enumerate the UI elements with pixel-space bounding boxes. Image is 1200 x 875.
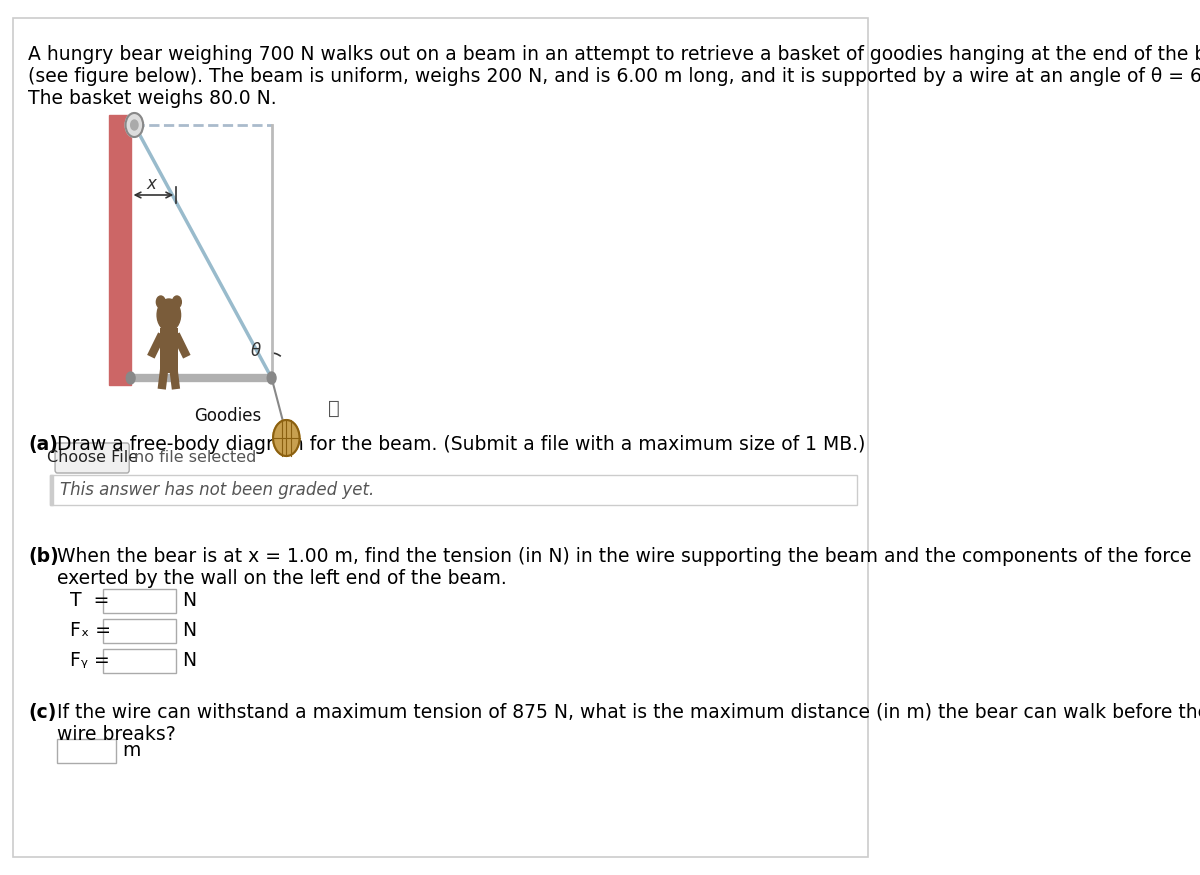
Bar (50, 475, 53, 505)
FancyBboxPatch shape (50, 475, 858, 505)
Circle shape (268, 372, 276, 384)
FancyBboxPatch shape (103, 619, 176, 643)
FancyBboxPatch shape (13, 18, 868, 857)
Circle shape (131, 120, 138, 130)
Text: (b): (b) (28, 547, 59, 566)
FancyBboxPatch shape (55, 443, 130, 473)
Text: This answer has not been graded yet.: This answer has not been graded yet. (60, 481, 374, 499)
Text: N: N (182, 592, 196, 611)
Text: If the wire can withstand a maximum tension of 875 N, what is the maximum distan: If the wire can withstand a maximum tens… (58, 703, 1200, 722)
Text: When the bear is at x = 1.00 m, find the tension (in N) in the wire supporting t: When the bear is at x = 1.00 m, find the… (58, 547, 1192, 566)
Text: (c): (c) (28, 703, 56, 722)
Circle shape (156, 296, 166, 308)
Text: A hungry bear weighing 700 N walks out on a beam in an attempt to retrieve a bas: A hungry bear weighing 700 N walks out o… (28, 45, 1200, 64)
Text: T  =: T = (70, 592, 109, 611)
Text: N: N (182, 652, 196, 670)
FancyBboxPatch shape (103, 649, 176, 673)
Bar (109, 115, 131, 385)
Text: Draw a free-body diagram for the beam. (Submit a file with a maximum size of 1 M: Draw a free-body diagram for the beam. (… (58, 435, 865, 454)
Text: N: N (182, 621, 196, 640)
Circle shape (126, 113, 143, 137)
Circle shape (157, 299, 180, 331)
Bar (160, 328, 178, 373)
Text: $\theta$: $\theta$ (250, 342, 262, 360)
Text: exerted by the wall on the left end of the beam.: exerted by the wall on the left end of t… (58, 569, 508, 588)
Text: Fᵧ =: Fᵧ = (70, 652, 109, 670)
Text: ⓘ: ⓘ (328, 399, 340, 418)
Circle shape (126, 372, 136, 384)
Text: (see figure below). The beam is uniform, weighs 200 N, and is 6.00 m long, and i: (see figure below). The beam is uniform,… (28, 67, 1200, 86)
Text: no file selected: no file selected (134, 451, 257, 466)
Text: Choose File: Choose File (47, 451, 138, 466)
Circle shape (274, 420, 300, 456)
Text: Goodies: Goodies (194, 407, 262, 425)
Text: Fₓ =: Fₓ = (70, 621, 110, 640)
Text: (a): (a) (28, 435, 58, 454)
Circle shape (173, 296, 181, 308)
Text: The basket weighs 80.0 N.: The basket weighs 80.0 N. (28, 89, 276, 108)
FancyBboxPatch shape (58, 739, 116, 763)
Text: wire breaks?: wire breaks? (58, 725, 176, 744)
Text: m: m (122, 741, 140, 760)
FancyBboxPatch shape (103, 589, 176, 613)
Text: x: x (146, 175, 156, 193)
